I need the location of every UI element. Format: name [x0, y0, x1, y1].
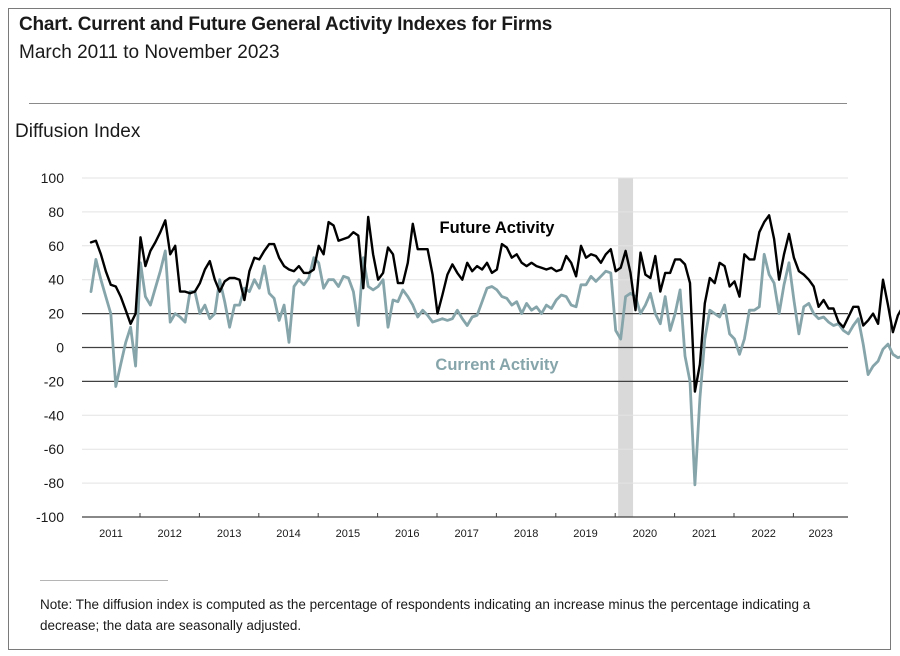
- y-tick-label: -100: [36, 509, 64, 525]
- x-tick-label: 2013: [217, 528, 241, 540]
- x-tick-label: 2014: [276, 528, 300, 540]
- x-tick-label: 2023: [808, 528, 832, 540]
- y-tick-label: 60: [48, 238, 64, 254]
- future-activity-line: [89, 214, 900, 393]
- chart-subtitle: March 2011 to November 2023: [19, 42, 280, 63]
- y-tick-label: -20: [44, 373, 64, 389]
- chart-note: Note: The diffusion index is computed as…: [40, 597, 811, 633]
- x-tick-label: 2018: [514, 528, 538, 540]
- chart-title: Chart. Current and Future General Activi…: [19, 14, 553, 35]
- y-tick-label: 80: [48, 204, 64, 220]
- x-tick-label: 2021: [692, 528, 716, 540]
- series-labels: Future Activity Current Activity: [435, 219, 559, 374]
- y-tick-label: 40: [48, 272, 64, 288]
- gridlines: [82, 177, 848, 484]
- title-divider: [29, 103, 847, 104]
- note-divider: [40, 580, 168, 581]
- x-tick-label: 2019: [573, 528, 597, 540]
- future-activity-label: Future Activity: [440, 219, 556, 237]
- series-lines: [89, 214, 900, 487]
- current-activity-line: [89, 249, 900, 487]
- y-tick-label: -60: [44, 441, 64, 457]
- y-axis-unit-label: Diffusion Index: [15, 121, 141, 142]
- chart-frame: [8, 8, 891, 650]
- y-tick-label: -80: [44, 475, 64, 491]
- x-tick-label: 2020: [633, 528, 657, 540]
- x-tick-label: 2011: [99, 528, 123, 540]
- x-tick-label: 2022: [751, 528, 775, 540]
- x-tick-label: 2016: [395, 528, 419, 540]
- x-tick-label: 2017: [454, 528, 478, 540]
- y-axis-ticks: 100 80 60 40 20 0 -20 -40 -60 -80 -100: [36, 170, 64, 525]
- x-tick-label: 2015: [336, 528, 360, 540]
- x-tick-label: 2012: [157, 528, 181, 540]
- y-tick-label: 20: [48, 306, 64, 322]
- x-axis: 2011 2012 2013 2014 2015 2016 2017 2018 2019 2020…: [82, 513, 848, 540]
- current-activity-label: Current Activity: [435, 356, 559, 374]
- y-tick-label: -40: [44, 407, 64, 423]
- y-tick-label: 100: [41, 170, 65, 186]
- y-tick-label: 0: [56, 340, 64, 356]
